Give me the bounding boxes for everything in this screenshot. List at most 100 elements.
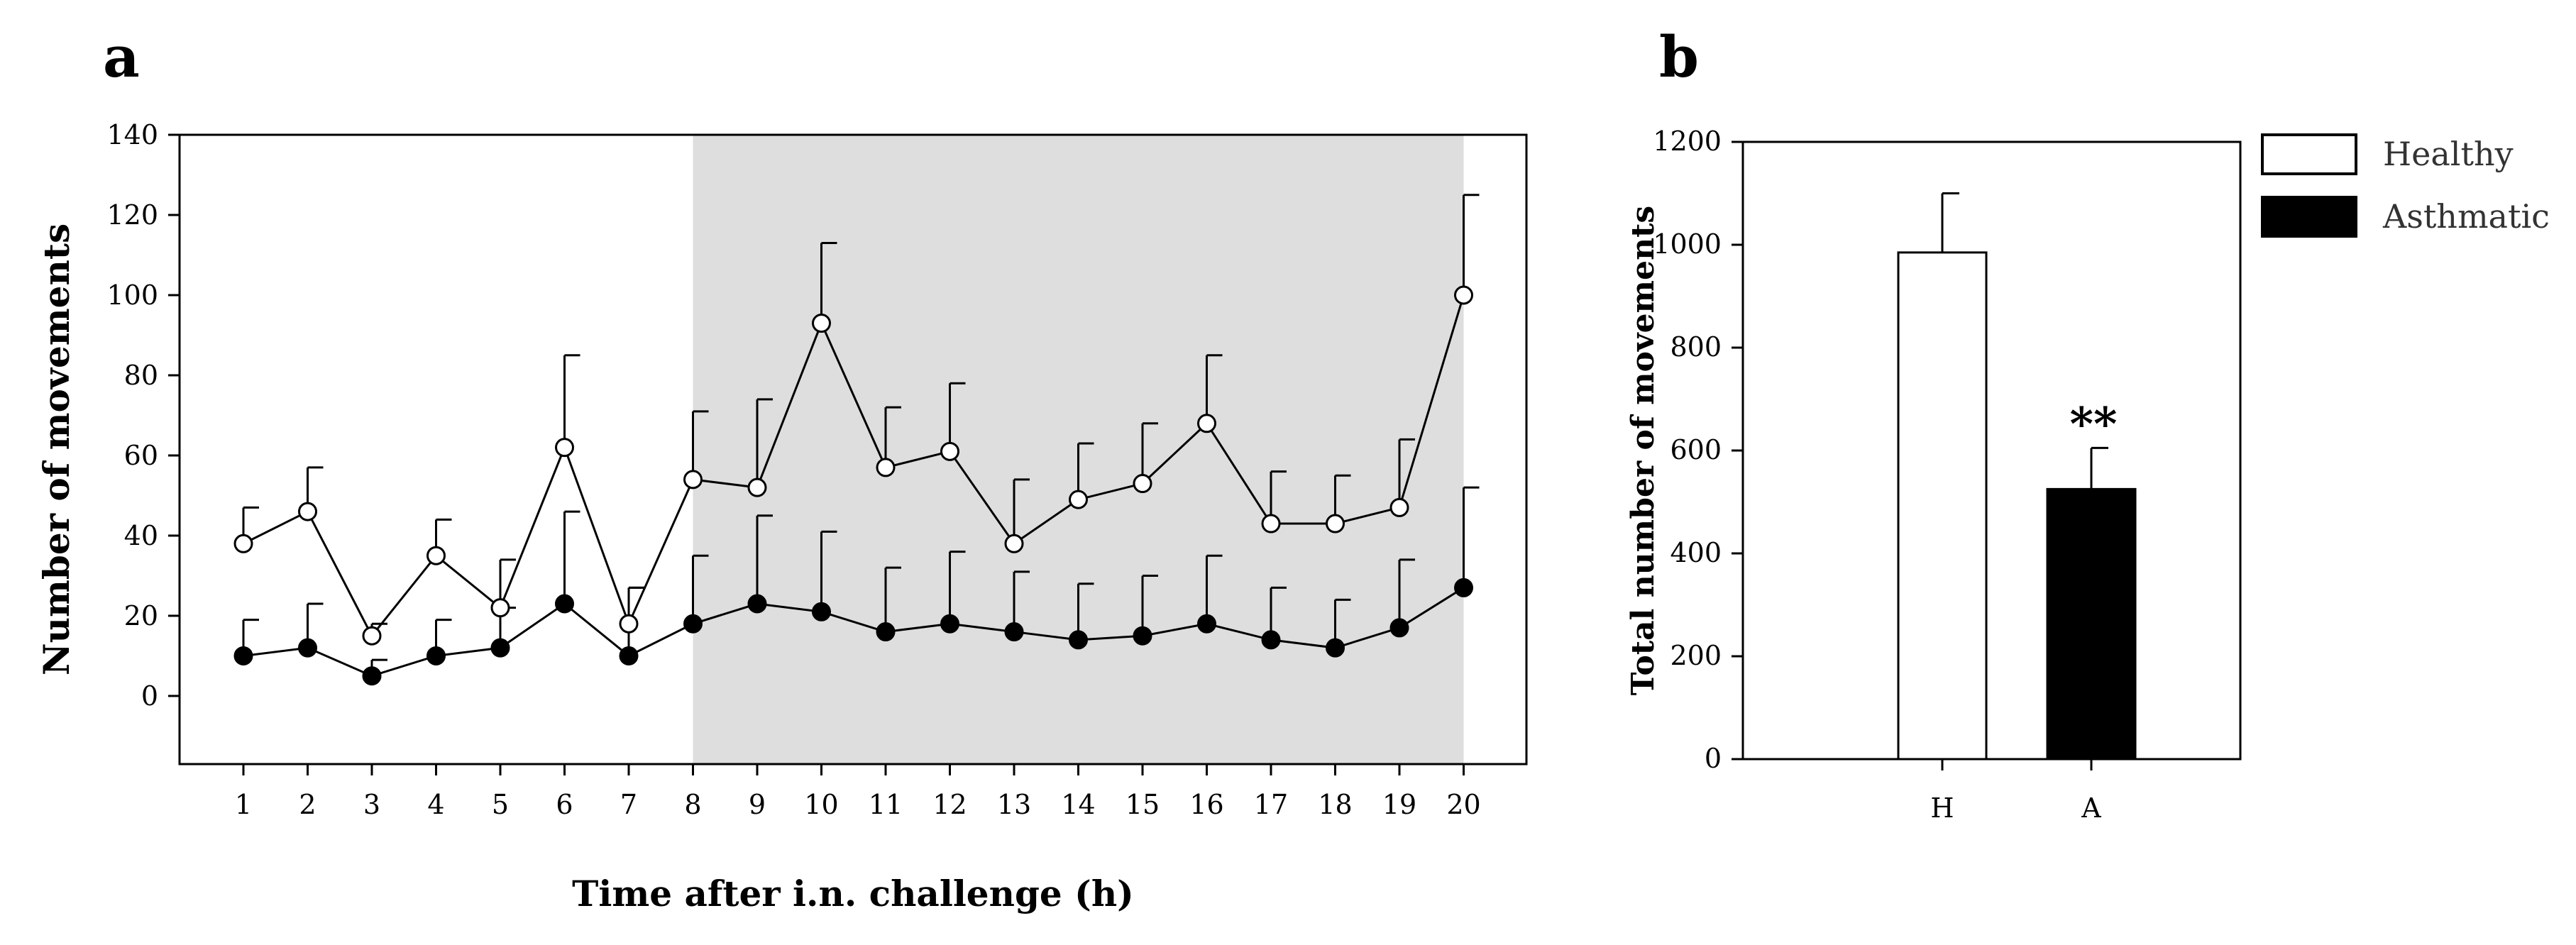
point-healthy — [555, 438, 574, 458]
point-asthmatic — [940, 614, 959, 634]
x-tick-label: 6 — [556, 789, 573, 820]
point-healthy — [362, 626, 382, 646]
bar-healthy — [1897, 251, 1988, 761]
point-healthy — [490, 598, 510, 618]
plot-frame — [178, 133, 1528, 766]
y-axis-title: Total number of movements — [1625, 206, 1661, 695]
y-tick-label: 100 — [106, 280, 158, 311]
legend: Healthy Asthmatic — [2261, 133, 2550, 238]
point-healthy — [683, 470, 703, 490]
legend-swatch-healthy — [2261, 133, 2357, 175]
point-healthy — [233, 534, 253, 553]
point-healthy — [940, 441, 959, 461]
y-tick-label: 800 — [1670, 331, 1722, 363]
x-axis-ticks: 1 2 3 4 5 6 7 8 9 10 11 12 13 14 15 16 17 18 19 20 — [235, 764, 1481, 820]
point-asthmatic — [812, 602, 831, 621]
legend-label-healthy: Healthy — [2383, 135, 2514, 173]
y-tick-label: 0 — [1705, 743, 1722, 774]
point-healthy — [876, 458, 896, 477]
x-tick-label: 11 — [869, 789, 903, 820]
point-asthmatic — [876, 622, 896, 642]
y-tick-label: 1200 — [1653, 126, 1722, 157]
series-line-healthy — [243, 294, 1465, 638]
point-healthy — [426, 546, 446, 565]
data-points — [233, 285, 1473, 686]
y-axis-ticks: 0 20 40 60 80 100 120 140 — [106, 119, 180, 712]
y-axis-ticks: 0 200 400 600 800 1000 1200 — [1653, 126, 1743, 774]
point-healthy — [1004, 534, 1024, 553]
x-tick-label: 13 — [997, 789, 1031, 820]
x-tick-label: 2 — [299, 789, 316, 820]
y-tick-label: 0 — [141, 680, 158, 712]
point-healthy — [619, 614, 639, 634]
x-tick-label: 8 — [684, 789, 701, 820]
point-healthy — [747, 477, 767, 497]
legend-swatch-asthmatic — [2261, 196, 2357, 238]
point-asthmatic — [1261, 630, 1281, 650]
x-tick-label: 14 — [1061, 789, 1095, 820]
x-tick-label: 3 — [363, 789, 380, 820]
x-tick-label: 9 — [749, 789, 766, 820]
y-tick-label: 600 — [1670, 434, 1722, 465]
point-asthmatic — [362, 666, 382, 686]
panel-b-label: b — [1659, 23, 1699, 90]
y-tick-label: 120 — [106, 199, 158, 231]
point-asthmatic — [1197, 614, 1216, 634]
x-tick-label: A — [2081, 792, 2101, 824]
point-healthy — [1069, 490, 1088, 509]
panel-a-label: a — [103, 23, 140, 90]
x-tick-label: 5 — [492, 789, 509, 820]
point-healthy — [1454, 285, 1473, 305]
x-tick-label: 12 — [932, 789, 967, 820]
point-asthmatic — [1069, 630, 1088, 650]
x-axis-title: Time after i.n. challenge (h) — [572, 873, 1134, 914]
x-tick-label: 19 — [1382, 789, 1416, 820]
y-tick-label: 40 — [124, 520, 158, 551]
x-tick-label: 1 — [235, 789, 252, 820]
plot-frame — [1741, 140, 2242, 761]
x-tick-label: 10 — [804, 789, 838, 820]
point-asthmatic — [233, 646, 253, 665]
significance-annotation: ** — [2070, 397, 2118, 451]
point-asthmatic — [298, 638, 317, 658]
x-tick-label: 20 — [1446, 789, 1480, 820]
y-tick-label: 200 — [1670, 640, 1722, 671]
point-asthmatic — [683, 614, 703, 634]
y-tick-label: 400 — [1670, 537, 1722, 568]
x-tick-label: 4 — [427, 789, 444, 820]
y-tick-label: 20 — [124, 600, 158, 631]
point-asthmatic — [426, 646, 446, 665]
point-healthy — [298, 502, 317, 521]
x-tick-label: 15 — [1125, 789, 1160, 820]
y-tick-label: 140 — [106, 119, 158, 150]
point-healthy — [812, 314, 831, 333]
point-healthy — [1389, 497, 1409, 517]
point-asthmatic — [1326, 638, 1345, 658]
y-axis-title: Number of movements — [35, 223, 77, 675]
bars — [1897, 192, 2137, 761]
x-tick-label: 18 — [1318, 789, 1352, 820]
point-asthmatic — [1454, 578, 1473, 597]
y-tick-label: 1000 — [1653, 228, 1722, 260]
x-tick-label: 16 — [1189, 789, 1223, 820]
x-tick-label: 17 — [1254, 789, 1288, 820]
point-asthmatic — [1133, 626, 1152, 646]
point-healthy — [1133, 474, 1152, 494]
y-tick-label: 80 — [124, 360, 158, 391]
point-asthmatic — [619, 646, 639, 665]
point-healthy — [1326, 514, 1345, 534]
x-tick-label: 7 — [620, 789, 637, 820]
point-healthy — [1197, 414, 1216, 433]
x-tick-label: H — [1930, 792, 1954, 824]
point-asthmatic — [490, 638, 510, 658]
series-lines — [243, 294, 1465, 678]
point-asthmatic — [555, 594, 574, 614]
y-tick-label: 60 — [124, 440, 158, 471]
legend-label-asthmatic: Asthmatic — [2382, 197, 2550, 236]
point-healthy — [1261, 514, 1281, 534]
bar-asthmatic — [2046, 487, 2137, 761]
